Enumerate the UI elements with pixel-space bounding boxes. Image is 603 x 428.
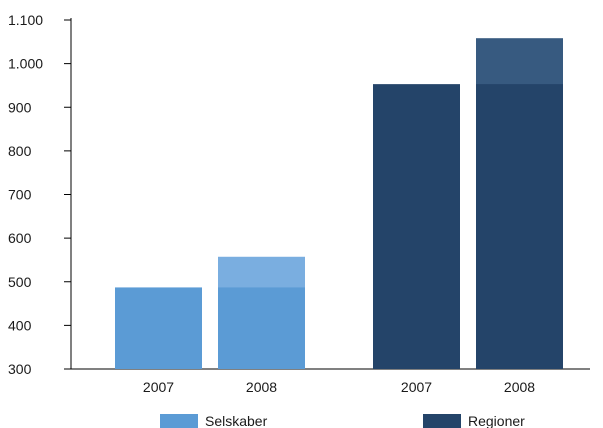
y-tick-label: 700 xyxy=(8,187,32,203)
y-tick-label: 1.100 xyxy=(8,12,43,28)
bar-selskaber-2007 xyxy=(115,287,202,369)
x-tick-labels: 2007 2008 2007 2008 xyxy=(143,379,535,395)
x-tick-label: 2008 xyxy=(504,379,535,395)
bar-regioner-2007 xyxy=(373,84,460,369)
legend-label-selskaber: Selskaber xyxy=(205,413,268,428)
y-tick-label: 500 xyxy=(8,274,32,290)
y-tick-label: 600 xyxy=(8,230,32,246)
y-tick-label: 900 xyxy=(8,99,32,115)
y-tick-label: 400 xyxy=(8,317,32,333)
axes: 300 400 500 600 700 800 900 1.000 1.100 xyxy=(8,12,590,377)
bar-increase-segment-regioner-2008 xyxy=(476,38,563,85)
y-tick-label: 800 xyxy=(8,143,32,159)
legend-swatch-selskaber xyxy=(160,414,198,428)
bar-increase-segment-selskaber-2008 xyxy=(218,256,305,288)
x-tick-label: 2008 xyxy=(246,379,277,395)
x-tick-label: 2007 xyxy=(401,379,432,395)
legend-label-regioner: Regioner xyxy=(468,413,525,428)
bars xyxy=(115,38,563,369)
y-tick-label: 1.000 xyxy=(8,56,43,72)
legend-swatch-regioner xyxy=(423,414,461,428)
bar-regioner-2008 xyxy=(476,38,563,369)
x-tick-label: 2007 xyxy=(143,379,174,395)
y-tick-label: 300 xyxy=(8,361,32,377)
legend: Selskaber Regioner xyxy=(160,413,525,428)
